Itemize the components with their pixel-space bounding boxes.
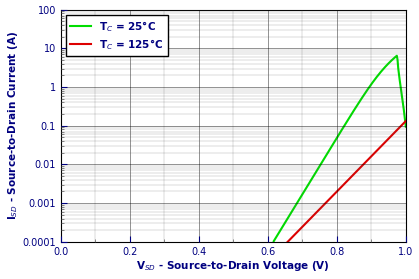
T$_C$ = 25°C: [354, 104, 359, 108]
T$_C$ = 25°C: [394, 54, 399, 57]
T$_C$ = 25°C: [287, 213, 292, 217]
T$_C$ = 125°C: [320, 205, 325, 208]
T$_C$ = 125°C: [294, 231, 299, 234]
Line: T$_C$ = 125°C: T$_C$ = 125°C: [287, 121, 406, 242]
T$_C$ = 125°C: [338, 186, 343, 189]
T$_C$ = 25°C: [326, 150, 331, 153]
X-axis label: V$_{SD}$ - Source-to-Drain Voltage (V): V$_{SD}$ - Source-to-Drain Voltage (V): [137, 259, 330, 273]
T$_C$ = 125°C: [403, 119, 409, 123]
T$_C$ = 25°C: [271, 239, 276, 243]
Legend: T$_C$ = 25°C, T$_C$ = 125°C: T$_C$ = 25°C, T$_C$ = 125°C: [66, 15, 168, 56]
T$_C$ = 25°C: [347, 116, 352, 120]
T$_C$ = 125°C: [348, 176, 353, 179]
T$_C$ = 125°C: [355, 169, 360, 172]
T$_C$ = 25°C: [324, 152, 329, 156]
Y-axis label: I$_{SD}$ - Source-to-Drain Current (A): I$_{SD}$ - Source-to-Drain Current (A): [5, 31, 20, 220]
T$_C$ = 25°C: [403, 125, 409, 128]
Line: T$_C$ = 25°C: T$_C$ = 25°C: [274, 56, 406, 241]
T$_C$ = 125°C: [285, 240, 290, 244]
T$_C$ = 125°C: [323, 201, 328, 205]
T$_C$ = 25°C: [338, 131, 343, 134]
